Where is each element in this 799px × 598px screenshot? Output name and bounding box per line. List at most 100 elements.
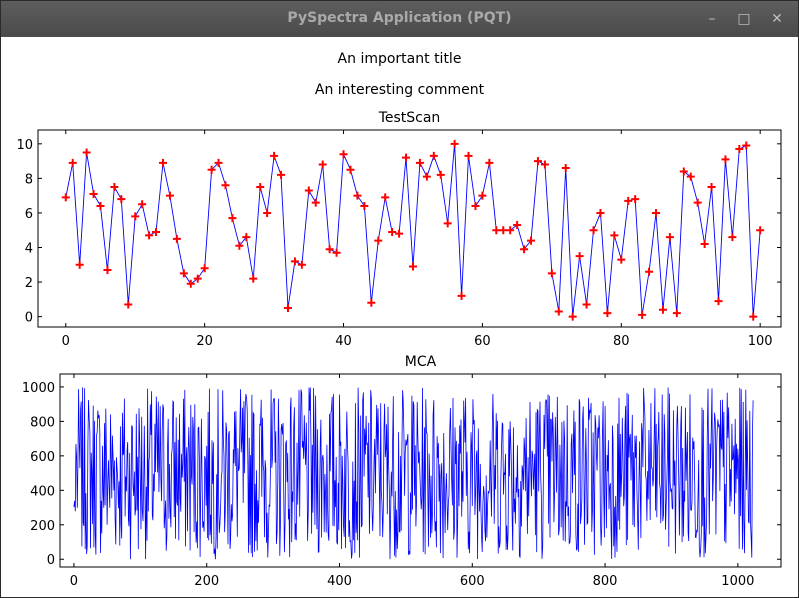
data-point-marker — [360, 202, 369, 211]
data-point-marker — [283, 303, 292, 312]
chart-testscan: TestScan 0 20 40 60 80 100 0 2 4 6 8 10 — [16, 110, 782, 349]
data-point-marker — [346, 165, 355, 174]
data-point-marker — [422, 172, 431, 181]
y-tick-label: 8 — [25, 172, 33, 187]
main-title: An important title — [337, 51, 462, 67]
title-bar[interactable]: PySpectra Application (PQT) – □ ✕ — [1, 1, 798, 37]
data-point-marker — [638, 310, 647, 319]
data-point-marker — [513, 221, 522, 230]
data-point-marker — [658, 305, 667, 314]
minimize-button[interactable]: – — [708, 11, 716, 27]
data-point-marker — [131, 212, 140, 221]
data-point-marker — [742, 141, 751, 150]
y-tick-label: 4 — [25, 242, 33, 257]
data-point-marker — [679, 167, 688, 176]
data-point-marker — [235, 241, 244, 250]
data-point-marker — [277, 170, 286, 179]
chart-mca: MCA 0 200 400 600 800 1000 0 200 400 600 800 1000 — [22, 354, 782, 589]
x-tick-label: 600 — [460, 574, 485, 589]
data-point-marker — [82, 148, 91, 157]
data-point-marker — [89, 189, 98, 198]
data-point-marker — [353, 191, 362, 200]
data-point-marker — [693, 198, 702, 207]
maximize-button[interactable]: □ — [737, 11, 751, 27]
x-tick-label: 60 — [474, 334, 491, 349]
y-tick-label: 400 — [30, 484, 55, 499]
data-point-marker — [242, 233, 251, 242]
data-point-marker — [214, 158, 223, 167]
data-point-marker — [499, 226, 508, 235]
data-point-marker — [325, 245, 334, 254]
data-point-marker — [374, 236, 383, 245]
data-point-marker — [145, 231, 154, 240]
data-point-marker — [395, 229, 404, 238]
data-point-marker — [221, 181, 230, 190]
data-point-marker — [152, 227, 161, 236]
series-line — [65, 143, 761, 317]
data-point-marker — [554, 307, 563, 316]
x-tick-label: 800 — [593, 574, 618, 589]
data-point-marker — [207, 165, 216, 174]
y-tick-label: 200 — [30, 519, 55, 534]
data-point-marker — [408, 262, 417, 271]
data-point-marker — [415, 158, 424, 167]
data-point-marker — [527, 236, 536, 245]
data-point-marker — [714, 297, 723, 306]
series-line — [73, 387, 754, 560]
data-point-marker — [478, 191, 487, 200]
y-tick-label: 0 — [47, 553, 55, 568]
data-point-marker — [200, 264, 209, 273]
data-point-marker — [117, 195, 126, 204]
y-tick-label: 6 — [25, 207, 33, 222]
data-point-marker — [589, 226, 598, 235]
close-button[interactable]: ✕ — [771, 11, 783, 27]
data-point-marker — [179, 269, 188, 278]
y-tick-label: 10 — [16, 138, 33, 153]
data-point-marker — [575, 252, 584, 261]
y-tick-label: 600 — [30, 450, 55, 465]
data-point-marker — [124, 300, 133, 309]
data-point-marker — [533, 157, 542, 166]
window-title: PySpectra Application (PQT) — [287, 10, 512, 26]
data-point-marker — [61, 193, 70, 202]
x-tick-label: 400 — [327, 574, 352, 589]
data-point-marker — [304, 186, 313, 195]
data-point-marker — [297, 260, 306, 269]
y-tick-label: 1000 — [22, 381, 55, 396]
chart-title: TestScan — [378, 110, 441, 126]
data-point-marker — [464, 151, 473, 160]
data-point-marker — [540, 160, 549, 169]
data-point-marker — [186, 279, 195, 288]
data-point-marker — [388, 227, 397, 236]
y-tick-label: 2 — [25, 276, 33, 291]
data-point-marker — [110, 183, 119, 192]
data-point-marker — [457, 291, 466, 300]
plot-frame — [59, 373, 782, 568]
data-point-marker — [610, 231, 619, 240]
data-point-marker — [665, 233, 674, 242]
data-point-marker — [228, 214, 237, 223]
data-point-marker — [568, 312, 577, 321]
data-point-marker — [367, 298, 376, 307]
x-tick-label: 40 — [335, 334, 352, 349]
x-tick-label: 80 — [613, 334, 630, 349]
x-tick-label: 200 — [194, 574, 219, 589]
data-point-marker — [624, 196, 633, 205]
x-tick-label: 0 — [70, 574, 78, 589]
data-point-marker — [249, 274, 258, 283]
data-point-marker — [318, 160, 327, 169]
data-point-marker — [520, 245, 529, 254]
data-point-marker — [756, 226, 765, 235]
data-point-marker — [96, 202, 105, 211]
data-point-marker — [339, 150, 348, 159]
data-point-marker — [443, 219, 452, 228]
data-point-marker — [429, 151, 438, 160]
data-point-marker — [617, 255, 626, 264]
plot-area: An important title An interesting commen… — [1, 37, 798, 597]
data-point-marker — [263, 208, 272, 217]
data-point-marker — [735, 145, 744, 154]
data-point-marker — [749, 312, 758, 321]
data-point-marker — [450, 139, 459, 148]
data-point-marker — [138, 200, 147, 209]
